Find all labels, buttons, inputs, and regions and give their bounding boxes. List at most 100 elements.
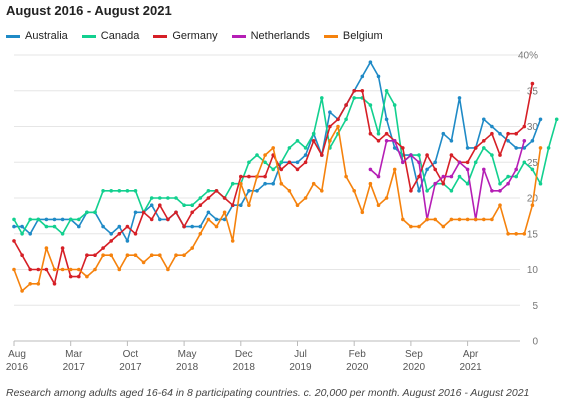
data-point [392,103,397,107]
data-point [465,167,470,172]
data-point [93,210,97,215]
data-point [433,167,438,172]
data-point [125,239,130,243]
data-point [182,253,186,257]
data-point [401,160,405,165]
legend-swatch [323,34,338,38]
data-point [133,232,138,236]
data-point [52,217,57,222]
legend-label: Germany [172,30,218,42]
data-point [287,160,292,165]
data-point [457,217,462,222]
data-point [352,89,357,93]
x-tick-label-year: 2017 [63,362,86,373]
data-point [506,181,510,186]
x-tick-label-month: Feb [349,349,367,360]
data-point [101,189,105,193]
data-point [409,224,413,229]
data-point [28,267,32,272]
y-tick-label: 35 [527,86,539,97]
data-point [473,146,478,150]
data-point [239,203,243,207]
y-tick-label: 30 [527,122,539,133]
data-point [60,267,65,272]
data-point [449,139,454,143]
x-tick-label-year: 2019 [289,362,312,373]
data-point [384,131,389,136]
data-point [441,131,446,136]
data-point [190,203,194,207]
data-point [77,274,81,279]
data-point [360,210,365,215]
data-point [328,124,332,129]
data-point [522,139,527,143]
data-point [36,217,41,222]
data-point [425,217,429,222]
data-point [28,217,32,222]
data-point [457,174,462,179]
x-tick-label-month: Dec [235,349,253,360]
data-point [425,153,429,157]
data-point [214,224,219,229]
data-point [190,246,194,250]
data-point [449,174,454,179]
data-point [344,103,348,107]
data-point [368,60,373,64]
data-point [158,253,162,257]
data-point [303,146,308,150]
x-tick-label-month: Mar [65,349,83,360]
data-point [149,196,154,200]
data-point [271,181,276,186]
series-line [13,125,542,292]
data-point [320,189,324,193]
data-point [328,110,332,114]
data-point [239,174,243,179]
data-point [295,167,300,172]
data-point [149,203,154,207]
data-point [336,124,340,129]
x-tick-label-month: May [178,349,197,360]
chart-legend: Australia Canada Germany Netherlands Belgium [6,30,383,42]
data-point [490,189,494,193]
data-point [482,117,486,122]
data-point [328,139,332,143]
data-point [222,210,227,215]
data-point [344,174,348,179]
x-tick-label-year: 2020 [346,362,369,373]
data-point [222,217,227,222]
data-point [52,282,57,286]
data-point [384,89,389,93]
data-point [433,181,438,186]
data-point [279,160,284,165]
legend-label: Netherlands [250,30,310,42]
x-tick-label-month: Jul [294,349,307,360]
data-point [409,189,413,193]
x-tick-label-month: Oct [123,349,139,360]
y-tick-label: 5 [532,301,538,312]
data-point [44,246,49,250]
data-point [68,217,73,222]
x-tick-label-year: 2021 [459,362,482,373]
y-tick-label: 10 [527,265,539,276]
data-point [101,246,105,250]
data-point [490,217,494,222]
data-point [149,253,154,257]
legend-swatch [231,34,246,38]
data-point [263,153,267,157]
data-point [117,189,122,193]
data-point [538,117,543,122]
data-point [376,131,381,136]
data-point [77,224,81,229]
data-point [158,217,162,222]
data-point [530,81,535,86]
data-point [44,267,49,272]
chart-footnote: Research among adults aged 16-64 in 8 pa… [6,387,530,399]
data-point [77,217,81,222]
data-point [214,189,219,193]
chart-title: August 2016 - August 2021 [6,3,172,18]
data-point [514,167,518,172]
data-point [93,267,97,272]
data-point [117,232,122,236]
data-point [230,239,235,243]
